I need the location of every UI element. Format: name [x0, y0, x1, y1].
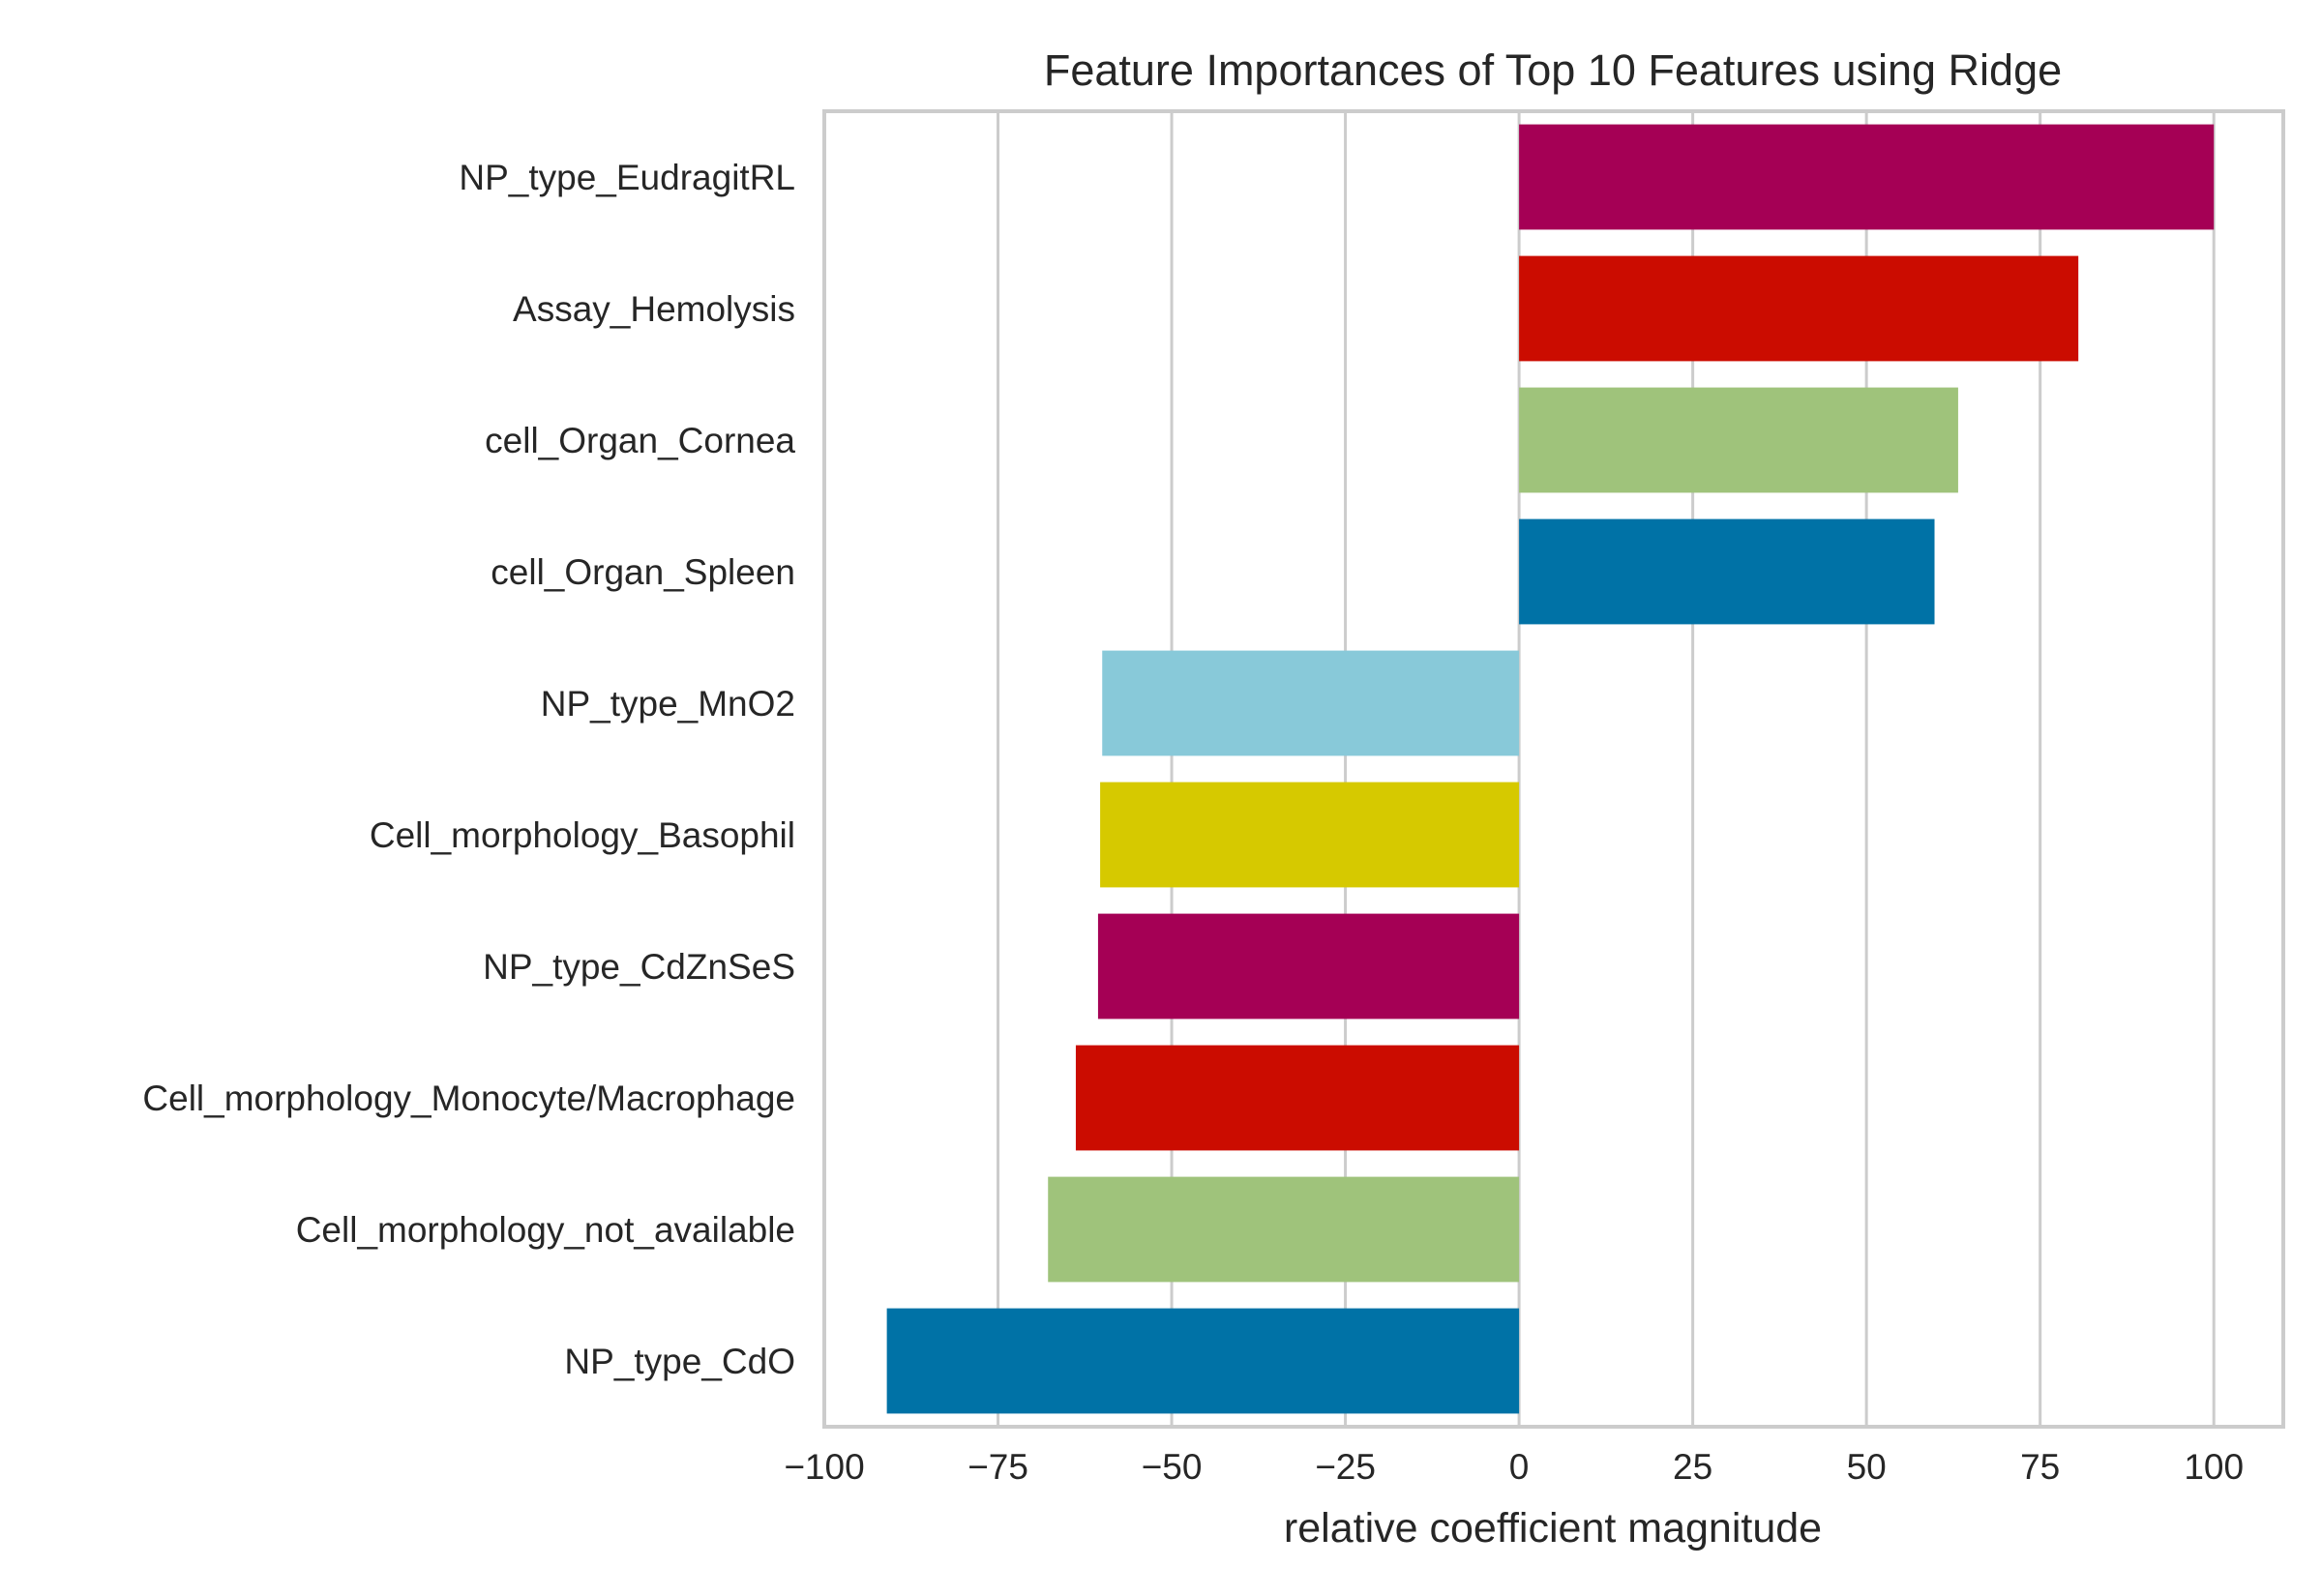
y-tick-label: NP_type_CdZnSeS: [483, 947, 795, 987]
plot-frame: [822, 109, 2285, 1429]
y-tick-labels: NP_type_EudragitRL Assay_Hemolysis cell_Or…: [142, 158, 795, 1381]
y-tick-label: NP_type_MnO2: [541, 684, 795, 724]
x-tick-label: 100: [2184, 1447, 2244, 1487]
x-tick-label: 0: [1509, 1447, 1530, 1487]
bar-cell-organ-cornea: [1519, 387, 1958, 493]
x-tick-label: −100: [784, 1447, 864, 1487]
bar-np-type-cdo: [886, 1308, 1520, 1414]
bar-cell-morphology-monocyte-macrophage: [1075, 1045, 1520, 1151]
y-tick-label: cell_Organ_Cornea: [485, 421, 795, 460]
bar-np-type-eudragitrl: [1519, 124, 2215, 230]
x-axis-label: relative coefficient magnitude: [1284, 1505, 1822, 1552]
y-tick-label: cell_Organ_Spleen: [491, 552, 795, 592]
y-tick-label: Cell_morphology_Monocyte/Macrophage: [142, 1079, 795, 1118]
bars: [886, 124, 2215, 1414]
y-tick-label: Assay_Hemolysis: [513, 289, 795, 329]
bar-np-type-cdznses: [1097, 913, 1520, 1020]
bar-cell-organ-spleen: [1519, 518, 1935, 625]
bar-cell-morphology-basophil: [1100, 782, 1520, 888]
x-tick-label: 25: [1673, 1447, 1712, 1487]
y-tick-label: NP_type_CdO: [564, 1342, 795, 1381]
x-tick-label: 50: [1847, 1447, 1887, 1487]
chart-title: Feature Importances of Top 10 Features u…: [1044, 45, 2062, 95]
bar-np-type-mno2: [1102, 650, 1520, 756]
x-tick-label: 75: [2020, 1447, 2060, 1487]
y-tick-label: NP_type_EudragitRL: [459, 158, 795, 197]
bar-cell-morphology-not-available: [1048, 1176, 1520, 1283]
bar-assay-hemolysis: [1519, 255, 2079, 362]
x-tick-label: −50: [1142, 1447, 1203, 1487]
x-tick-label: −25: [1315, 1447, 1376, 1487]
x-tick-label: −75: [968, 1447, 1028, 1487]
y-tick-label: Cell_morphology_Basophil: [370, 815, 795, 855]
y-tick-label: Cell_morphology_not_available: [296, 1210, 795, 1250]
x-tick-labels: −100 −75 −50 −25 0 25 50 75 100: [784, 1447, 2244, 1487]
